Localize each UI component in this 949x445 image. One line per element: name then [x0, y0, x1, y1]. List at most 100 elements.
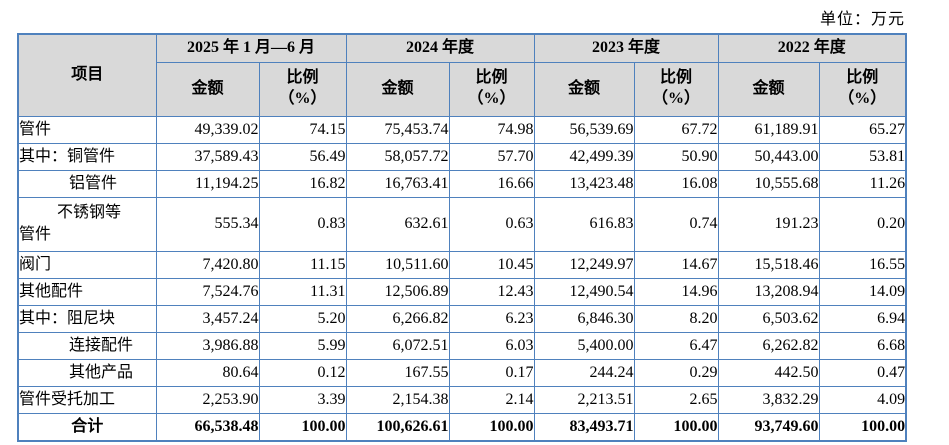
ratio-cell: 16.55	[818, 250, 907, 279]
row-label: 其他配件	[17, 277, 157, 306]
table-row: 其中：铜管件 37,589.43 56.49 58,057.72 57.70 42,499…	[17, 142, 907, 171]
ratio-cell: 10.45	[448, 250, 535, 279]
row-label: 合计	[17, 412, 157, 442]
amount-cell: 42,499.39	[533, 142, 635, 171]
ratio-cell: 100.00	[818, 412, 907, 442]
ratio-cell: 67.72	[633, 115, 719, 144]
amount-cell: 13,208.94	[717, 277, 820, 306]
ratio-cell: 56.49	[258, 142, 347, 171]
unit-label: 单位：万元	[819, 11, 905, 28]
item-column-header: 项目	[17, 33, 157, 117]
amount-cell: 2,213.51	[533, 385, 635, 414]
ratio-header: 比例 （%）	[818, 61, 907, 117]
ratio-cell: 11.31	[258, 277, 347, 306]
ratio-cell: 12.43	[448, 277, 535, 306]
ratio-header: 比例 （%）	[448, 61, 535, 117]
ratio-cell: 2.14	[448, 385, 535, 414]
ratio-cell: 100.00	[258, 412, 347, 442]
ratio-cell: 16.82	[258, 169, 347, 198]
amount-cell: 616.83	[533, 196, 635, 252]
table-body: 管件 49,339.02 74.15 75,453.74 74.98 56,539.69 6…	[17, 115, 907, 442]
amount-cell: 6,262.82	[717, 331, 820, 360]
ratio-cell: 74.98	[448, 115, 535, 144]
ratio-cell: 14.96	[633, 277, 719, 306]
ratio-cell: 0.29	[633, 358, 719, 387]
ratio-cell: 65.27	[818, 115, 907, 144]
row-label: 其中：铜管件	[17, 142, 157, 171]
ratio-cell: 4.09	[818, 385, 907, 414]
amount-header: 金额	[533, 61, 635, 117]
amount-cell: 75,453.74	[345, 115, 450, 144]
amount-cell: 244.24	[533, 358, 635, 387]
amount-cell: 58,057.72	[345, 142, 450, 171]
amount-cell: 2,253.90	[155, 385, 260, 414]
ratio-cell: 8.20	[633, 304, 719, 333]
amount-cell: 100,626.61	[345, 412, 450, 442]
amount-cell: 83,493.71	[533, 412, 635, 442]
amount-cell: 6,503.62	[717, 304, 820, 333]
ratio-cell: 53.81	[818, 142, 907, 171]
ratio-cell: 16.66	[448, 169, 535, 198]
amount-cell: 12,490.54	[533, 277, 635, 306]
ratio-header: 比例 （%）	[258, 61, 347, 117]
amount-cell: 49,339.02	[155, 115, 260, 144]
amount-cell: 11,194.25	[155, 169, 260, 198]
ratio-cell: 6.23	[448, 304, 535, 333]
amount-header: 金额	[345, 61, 450, 117]
ratio-cell: 14.67	[633, 250, 719, 279]
amount-cell: 191.23	[717, 196, 820, 252]
row-label: 铝管件	[17, 169, 157, 198]
amount-cell: 50,443.00	[717, 142, 820, 171]
ratio-cell: 3.39	[258, 385, 347, 414]
ratio-cell: 5.20	[258, 304, 347, 333]
amount-cell: 37,589.43	[155, 142, 260, 171]
table-row: 连接配件 3,986.88 5.99 6,072.51 6.03 5,400.00 6.47…	[17, 331, 907, 360]
row-label: 管件	[17, 115, 157, 144]
ratio-header: 比例 （%）	[633, 61, 719, 117]
amount-header: 金额	[155, 61, 260, 117]
row-label: 不锈钢等 管件	[17, 196, 157, 252]
table-row: 不锈钢等 管件 555.34 0.83 632.61 0.63 616.83 0.74 191…	[17, 196, 907, 252]
ratio-cell: 0.20	[818, 196, 907, 252]
ratio-cell: 11.15	[258, 250, 347, 279]
row-label: 其他产品	[17, 358, 157, 387]
amount-cell: 12,506.89	[345, 277, 450, 306]
ratio-cell: 6.47	[633, 331, 719, 360]
table-row: 其他配件 7,524.76 11.31 12,506.89 12.43 12,490.54…	[17, 277, 907, 306]
ratio-cell: 0.83	[258, 196, 347, 252]
amount-cell: 56,539.69	[533, 115, 635, 144]
ratio-cell: 57.70	[448, 142, 535, 171]
amount-cell: 3,986.88	[155, 331, 260, 360]
period-header-2022: 2022 年度	[717, 33, 907, 63]
amount-cell: 2,154.38	[345, 385, 450, 414]
ratio-cell: 100.00	[633, 412, 719, 442]
ratio-cell: 0.63	[448, 196, 535, 252]
ratio-cell: 0.74	[633, 196, 719, 252]
table-row: 其中：阻尼块 3,457.24 5.20 6,266.82 6.23 6,846.30 8.…	[17, 304, 907, 333]
ratio-cell: 0.47	[818, 358, 907, 387]
table-header: 项目 2025 年 1 月—6 月 2024 年度 2023 年度 2022 年…	[17, 33, 907, 117]
header-measure-row: 金额 比例 （%） 金额 比例 （%） 金额 比例 （%） 金额 比例 （%）	[18, 61, 907, 117]
amount-cell: 7,420.80	[155, 250, 260, 279]
ratio-cell: 6.94	[818, 304, 907, 333]
amount-cell: 93,749.60	[717, 412, 820, 442]
amount-cell: 5,400.00	[533, 331, 635, 360]
ratio-cell: 100.00	[448, 412, 535, 442]
table-row: 合计 66,538.48 100.00 100,626.61 100.00 83,493.…	[17, 412, 907, 442]
ratio-cell: 6.03	[448, 331, 535, 360]
ratio-cell: 74.15	[258, 115, 347, 144]
row-label: 其中：阻尼块	[17, 304, 157, 333]
table-row: 管件 49,339.02 74.15 75,453.74 74.98 56,539.69 6…	[17, 115, 907, 144]
ratio-cell: 5.99	[258, 331, 347, 360]
ratio-cell: 0.12	[258, 358, 347, 387]
amount-cell: 632.61	[345, 196, 450, 252]
ratio-cell: 50.90	[633, 142, 719, 171]
amount-cell: 80.64	[155, 358, 260, 387]
amount-cell: 12,249.97	[533, 250, 635, 279]
amount-cell: 555.34	[155, 196, 260, 252]
ratio-cell: 0.17	[448, 358, 535, 387]
table-row: 阀门 7,420.80 11.15 10,511.60 10.45 12,249.97 14…	[17, 250, 907, 279]
amount-cell: 61,189.91	[717, 115, 820, 144]
amount-cell: 7,524.76	[155, 277, 260, 306]
